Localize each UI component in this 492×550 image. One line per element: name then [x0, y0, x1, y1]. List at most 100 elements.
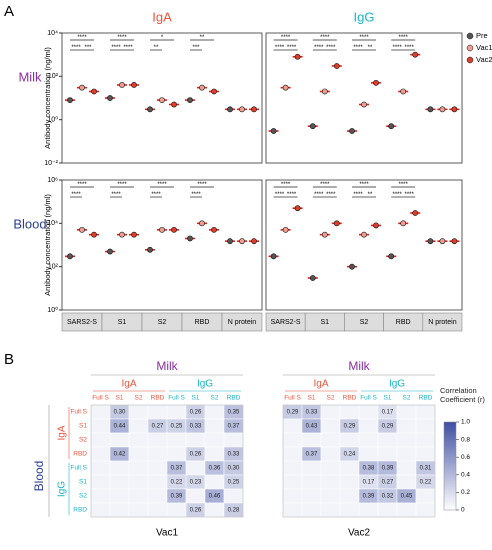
x-axis-label: Vac2 [348, 528, 370, 539]
colorbar-tick-label: 0 [461, 507, 465, 514]
point [147, 246, 153, 253]
heatmap-cell [339, 502, 360, 518]
heatmap-cell [204, 502, 225, 518]
point [321, 231, 328, 238]
plot-frame [61, 32, 263, 164]
x-tick-label: Full S [92, 395, 109, 402]
y-tick-label: RBD [73, 507, 87, 514]
colorbar-tick-label: 0.4 [461, 472, 470, 479]
significance-label: **** [320, 35, 330, 41]
heatmap-cell [282, 446, 303, 462]
x-tick-label: N protein [428, 319, 457, 326]
significance-label: **** [275, 192, 285, 198]
cell-label: 0.23 [190, 480, 202, 486]
point [159, 97, 165, 103]
x-tick-label: S2 [211, 395, 219, 402]
point [388, 123, 395, 130]
x-tick-label: SARS2-S [67, 319, 97, 326]
point [79, 84, 85, 91]
y-tick-label: 10⁰ [47, 306, 58, 314]
point [282, 226, 289, 233]
heatmap-cell [282, 502, 303, 518]
heatmap-cell [90, 502, 111, 518]
colorbar-tick-label: 0.6 [461, 454, 470, 461]
heatmap-cell [109, 488, 130, 504]
point [270, 253, 277, 260]
heatmap-cell [396, 460, 417, 476]
y-tick-label: S2 [79, 493, 87, 500]
heatmap-cell [204, 446, 225, 462]
heatmap-cell [339, 432, 360, 448]
heatmap-cell [204, 418, 225, 434]
heatmap-cell [223, 488, 244, 504]
heatmap-cell [185, 432, 206, 448]
y-tick-label: 10⁻² [44, 160, 58, 167]
legend-marker [466, 44, 474, 52]
heatmap-cell [166, 432, 187, 448]
heatmap-cell [415, 418, 436, 434]
point [427, 106, 434, 113]
significance-label: *** [192, 45, 200, 51]
point [187, 235, 193, 242]
cell-label: 0.26 [190, 410, 202, 416]
point [159, 226, 165, 233]
point [67, 253, 73, 260]
point [251, 238, 257, 245]
y-tick-label: S1 [79, 423, 87, 430]
point [412, 51, 419, 58]
heatmap-cell [320, 460, 341, 476]
significance-label: **** [399, 35, 409, 41]
heatmap-cell [415, 488, 436, 504]
significance-label: **** [393, 45, 403, 51]
y-tick-label: 10² [48, 73, 59, 80]
cell-label: 0.36 [209, 466, 221, 472]
cell-label: 0.24 [344, 452, 356, 458]
cell-label: 0.29 [382, 424, 394, 430]
cell-label: 0.35 [228, 410, 240, 416]
x-tick-label: RBD [195, 319, 210, 326]
heatmap-cell [358, 502, 379, 518]
y-tick-label: Full S [70, 465, 87, 472]
heatmap-cell [339, 474, 360, 490]
heatmap-cell [320, 502, 341, 518]
legend-label: Vac2 [476, 55, 492, 64]
legend-marker [466, 32, 474, 40]
cell-label: 0.33 [306, 410, 318, 416]
x-tick-label: Full S [168, 395, 185, 402]
heatmap-cell [90, 418, 111, 434]
cell-label: 0.27 [382, 480, 394, 486]
heatmap-cell [147, 432, 168, 448]
cell-label: 0.46 [209, 494, 221, 500]
point [282, 84, 289, 91]
heatmap-cell [282, 474, 303, 490]
colorbar [443, 421, 457, 511]
x-tick-label: RBD [151, 395, 165, 402]
point [451, 238, 458, 245]
cell-label: 0.22 [171, 480, 183, 486]
significance-label: ** [368, 45, 373, 51]
point [239, 106, 245, 113]
heatmap-cell [223, 432, 244, 448]
point [349, 128, 355, 134]
heatmap-cell [320, 488, 341, 504]
significance-label: **** [111, 192, 121, 198]
heatmap-cell [109, 432, 130, 448]
heatmap-cell [339, 404, 360, 420]
x-tick-label: S2 [158, 319, 167, 326]
heatmap-cell [204, 432, 225, 448]
significance-label: **** [191, 192, 201, 198]
heatmap-cell [128, 488, 149, 504]
significance-label: **** [77, 182, 87, 188]
heatmap-cell [301, 432, 322, 448]
x-tick-label: S1 [116, 395, 124, 402]
heatmap-cell [377, 502, 398, 518]
cell-label: 0.31 [420, 466, 432, 472]
column-group: IgA [121, 379, 136, 390]
heatmap-cell [128, 502, 149, 518]
significance-label: **** [314, 45, 324, 51]
significance-label: **** [151, 192, 161, 198]
cell-label: 0.25 [171, 424, 183, 430]
point [107, 95, 113, 101]
significance-label: **** [314, 192, 324, 198]
